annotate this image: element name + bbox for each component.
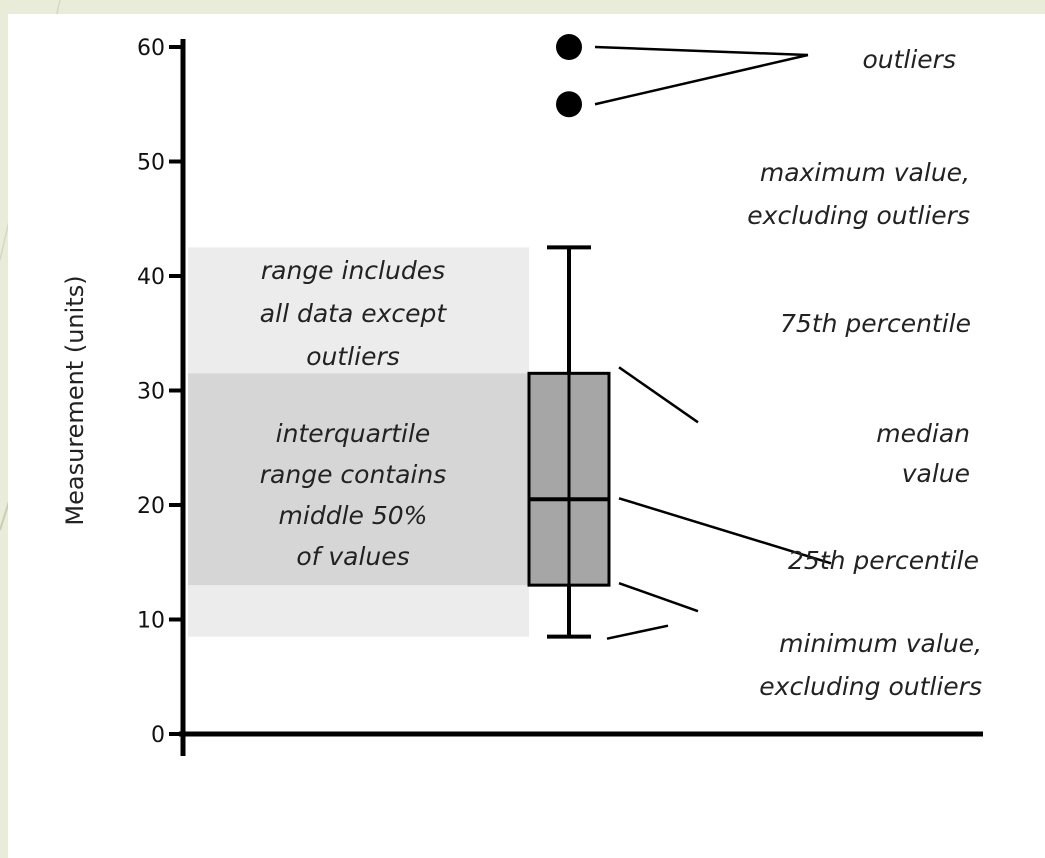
outlier-point (556, 34, 582, 60)
y-tick-label: 50 (137, 151, 165, 176)
annotation-minimum: excluding outliers (759, 672, 982, 701)
annotation-maximum: maximum value, (760, 158, 970, 187)
annotation-p75: 75th percentile (780, 309, 971, 338)
y-tick-label: 60 (137, 36, 165, 61)
annotation-maximum: excluding outliers (747, 201, 970, 230)
annotation-iqr: interquartile (276, 419, 431, 448)
annotation-median: median (876, 419, 970, 448)
median-leader-line (618, 497, 832, 565)
annotation-iqr: middle 50% (279, 501, 428, 530)
box-plot-chart: 0 10 20 30 40 50 60 Measurement (units) outlier… (61, 34, 983, 756)
annotation-range: outliers (306, 342, 400, 371)
annotation-iqr: of values (296, 542, 409, 571)
y-tick-label: 20 (137, 494, 165, 519)
annotation-range: all data except (260, 299, 448, 328)
y-tick-label: 30 (137, 380, 165, 405)
box-layer (527, 34, 611, 639)
bands-layer (188, 247, 529, 637)
y-tick-label: 40 (137, 265, 165, 290)
leader-lines-layer (594, 45, 832, 640)
y-tick-label: 10 (137, 609, 165, 634)
y-tick-label: 0 (151, 723, 165, 748)
annotation-p25: 25th percentile (788, 546, 979, 575)
annotation-iqr: range contains (260, 460, 446, 489)
y-axis-title: Measurement (units) (61, 275, 89, 525)
annotation-range: range includes (261, 256, 445, 285)
outlier-leader-line (594, 53, 809, 106)
minimum-leader-line (606, 624, 669, 640)
axes-layer: 0 10 20 30 40 50 60 Measurement (units) (61, 36, 983, 756)
p75-leader-line (618, 366, 699, 424)
annotation-minimum: minimum value, (779, 629, 982, 658)
annotation-median: value (902, 459, 970, 488)
p25-leader-line (618, 581, 699, 613)
outlier-leader-line (594, 45, 809, 57)
outlier-point (556, 91, 582, 118)
annotation-text-layer: outliers maximum value, excluding outliers… (260, 45, 982, 701)
annotation-outliers: outliers (862, 45, 956, 74)
figure-card: 0 10 20 30 40 50 60 Measurement (units) outlier… (8, 14, 1045, 858)
interquartile-band (188, 373, 529, 586)
